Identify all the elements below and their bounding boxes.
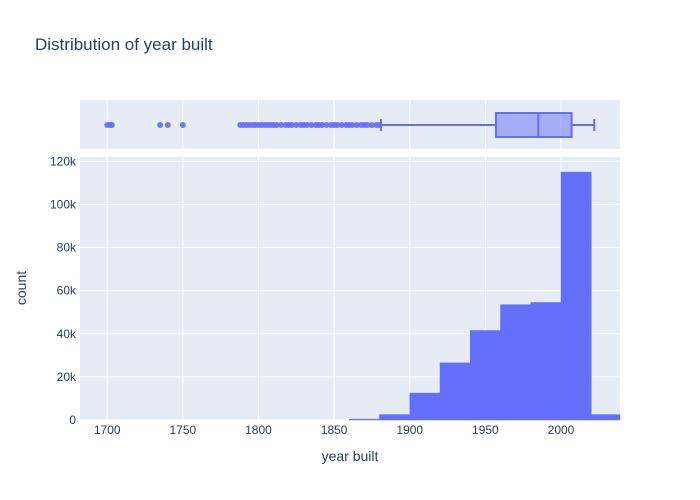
outlier-point (323, 122, 330, 128)
iqr-box (494, 112, 573, 138)
histogram-bar (470, 330, 501, 421)
y-axis-label: count (13, 271, 29, 305)
y-tick-label: 100k (50, 197, 77, 211)
outlier-point (108, 122, 115, 128)
outlier-point (308, 122, 315, 128)
histogram-bar (439, 362, 471, 421)
y-tick-label: 40k (57, 327, 77, 341)
outlier-point (278, 122, 285, 128)
histogram-bar (379, 414, 410, 421)
outlier-point (164, 122, 171, 128)
x-tick-label: 1800 (245, 423, 272, 437)
x-tick-label: 1700 (94, 423, 121, 437)
y-tick-label: 60k (57, 284, 77, 298)
outlier-point (319, 122, 326, 128)
outlier-point (334, 122, 341, 128)
marginal-box-plot (104, 112, 596, 138)
x-tick-label: 1950 (472, 423, 499, 437)
x-tick-label: 1850 (321, 423, 348, 437)
x-axis-label: year built (322, 448, 379, 464)
histogram-bar (530, 302, 562, 421)
y-tick-label: 0 (69, 413, 76, 427)
outlier-point (349, 122, 356, 128)
outlier-point (179, 122, 186, 128)
y-tick-label: 80k (57, 241, 77, 255)
outlier-point (157, 122, 164, 128)
x-tick-label: 1750 (170, 423, 197, 437)
outlier-point (338, 122, 345, 128)
outlier-point (364, 122, 371, 128)
y-tick-label: 20k (57, 370, 77, 384)
chart-title: Distribution of year built (35, 35, 213, 54)
outlier-point (293, 122, 300, 128)
histogram-bar (591, 414, 621, 421)
x-tick-label: 2000 (548, 423, 575, 437)
outlier-point (353, 122, 360, 128)
outlier-point (288, 122, 295, 128)
outlier-point (273, 122, 280, 128)
x-tick-label: 1900 (396, 423, 423, 437)
histogram-bar (409, 392, 441, 421)
y-tick-label: 120k (50, 154, 77, 168)
histogram-bars (348, 171, 621, 421)
outlier-point (368, 122, 375, 128)
histogram-bar (348, 418, 380, 421)
histogram-bar (560, 171, 592, 421)
tick-labels: 1700 1750 1800 1850 1900 1950 2000 0 20k 40k 60k 80… (50, 154, 575, 437)
outlier-point (303, 122, 310, 128)
histogram-bar (500, 304, 532, 421)
